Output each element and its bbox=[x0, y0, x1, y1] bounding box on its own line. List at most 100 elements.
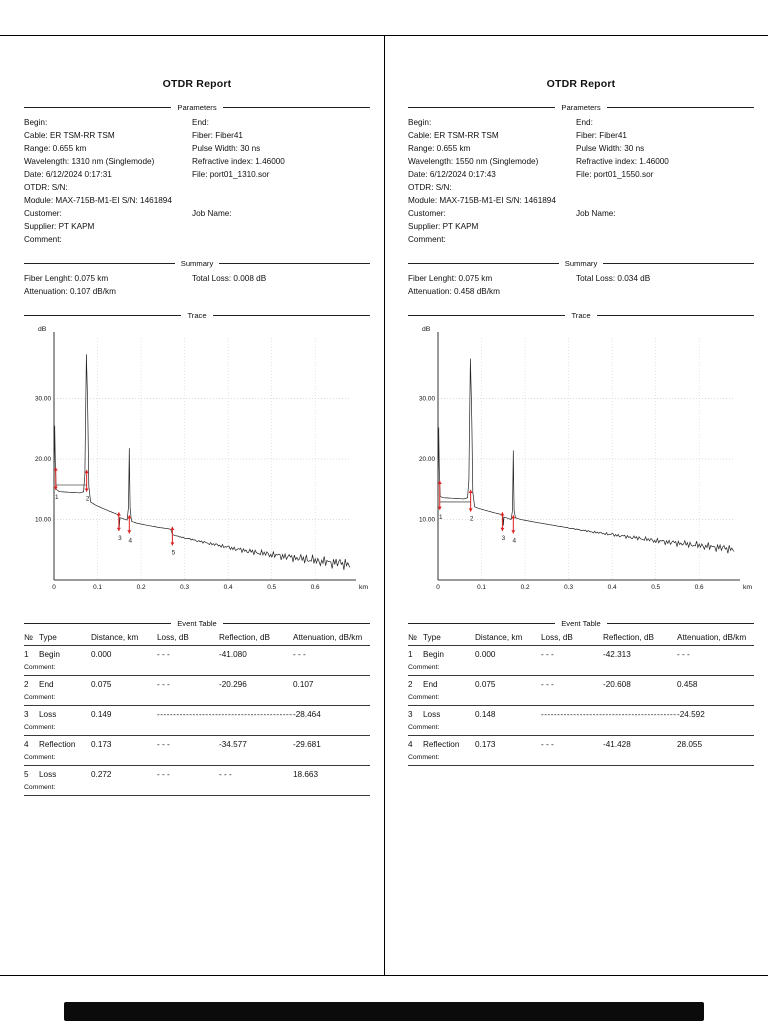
event-comment-label: Comment: bbox=[24, 694, 56, 701]
section-rule bbox=[222, 623, 371, 624]
event-table-header: № Type Distance, km Loss, dB Reflection, dB A… bbox=[24, 630, 370, 645]
event-comment-label: Comment: bbox=[24, 664, 56, 671]
event-row: 2 End 0.075 - - - -20.296 0.107 bbox=[24, 676, 370, 692]
section-rule bbox=[606, 623, 755, 624]
event-type: Reflection bbox=[423, 740, 460, 749]
table-rule bbox=[408, 645, 754, 646]
section-rule bbox=[24, 263, 175, 264]
field-row: Fiber Lenght: 0.075 km Total Loss: 0.034 … bbox=[408, 272, 754, 285]
field-left: Range: 0.655 km bbox=[408, 144, 471, 153]
chart-grid bbox=[438, 338, 734, 580]
section-header-summary: Summary bbox=[408, 259, 754, 268]
event-type: End bbox=[423, 680, 438, 689]
svg-text:0.6: 0.6 bbox=[695, 584, 704, 591]
section-rule bbox=[24, 107, 172, 108]
parameters-list: Begin: End: Cable: ER TSM-RR TSM Fiber: Fib… bbox=[24, 116, 370, 246]
field-row: Attenuation: 0.458 dB/km bbox=[408, 285, 754, 298]
field-right bbox=[576, 181, 754, 194]
field-left: Customer: bbox=[24, 209, 62, 218]
field-row: Begin: End: bbox=[408, 116, 754, 129]
field-row: Module: MAX-715B-M1-EI S/N: 1461894 bbox=[408, 194, 754, 207]
table-rule bbox=[24, 765, 370, 766]
section-rule bbox=[408, 315, 566, 316]
event-type: Loss bbox=[39, 710, 57, 719]
otdr-trace-chart-1550: 10.00 20.00 30.00 0 0.1 0.2 0.3 0.4 0.5 0.6 dB km 1 2… bbox=[419, 326, 752, 591]
table-rule bbox=[408, 675, 754, 676]
svg-text:2: 2 bbox=[470, 516, 474, 523]
event-attenuation: -24.592 bbox=[677, 710, 705, 719]
frame-bottom-line bbox=[0, 975, 768, 976]
svg-text:0.3: 0.3 bbox=[564, 584, 573, 591]
section-label: Event Table bbox=[177, 619, 217, 628]
section-rule bbox=[603, 263, 754, 264]
section-rule bbox=[222, 107, 370, 108]
chart-markers: 1 2 3 4 bbox=[437, 480, 517, 544]
svg-text:4: 4 bbox=[129, 537, 133, 544]
field-row: Range: 0.655 km Pulse Width: 30 ns bbox=[408, 142, 754, 155]
section-header-summary: Summary bbox=[24, 259, 370, 268]
event-table-header: № Type Distance, km Loss, dB Reflection, dB A… bbox=[408, 630, 754, 645]
svg-text:km: km bbox=[743, 584, 752, 591]
table-rule bbox=[408, 765, 754, 766]
field-row: OTDR: S/N: bbox=[408, 181, 754, 194]
event-table-header-cell: Type bbox=[423, 633, 441, 642]
event-comment-label: Comment: bbox=[408, 694, 440, 701]
field-left: Cable: ER TSM-RR TSM bbox=[24, 131, 115, 140]
field-row: Cable: ER TSM-RR TSM Fiber: Fiber41 bbox=[408, 129, 754, 142]
event-no: 4 bbox=[24, 740, 29, 749]
field-right bbox=[192, 220, 370, 233]
event-no: 5 bbox=[24, 770, 29, 779]
field-left: Date: 6/12/2024 0:17:31 bbox=[24, 170, 112, 179]
event-comment-label: Comment: bbox=[408, 724, 440, 731]
field-row: Date: 6/12/2024 0:17:43 File: port01_1550… bbox=[408, 168, 754, 181]
section-label: Summary bbox=[564, 259, 598, 268]
field-row: Comment: bbox=[408, 233, 754, 246]
event-dash-fill: ----------------------------------------… bbox=[541, 710, 677, 719]
field-right: Pulse Width: 30 ns bbox=[192, 144, 261, 153]
event-table-header-cell: Loss, dB bbox=[541, 633, 573, 642]
field-right: Fiber: Fiber41 bbox=[576, 131, 627, 140]
field-right: Pulse Width: 30 ns bbox=[576, 144, 645, 153]
event-reflection: - - - bbox=[219, 770, 232, 779]
field-left: Attenuation: 0.107 dB/km bbox=[24, 287, 116, 296]
field-row: Cable: ER TSM-RR TSM Fiber: Fiber41 bbox=[24, 129, 370, 142]
event-table-header-cell: Attenuation, dB/km bbox=[677, 633, 747, 642]
field-right bbox=[576, 233, 754, 246]
svg-text:0: 0 bbox=[52, 584, 56, 591]
event-attenuation: 0.458 bbox=[677, 680, 698, 689]
field-left: Comment: bbox=[408, 235, 446, 244]
field-row: Begin: End: bbox=[24, 116, 370, 129]
event-table: № Type Distance, km Loss, dB Reflection, dB A… bbox=[24, 630, 370, 796]
svg-text:3: 3 bbox=[502, 535, 506, 542]
event-distance: 0.149 bbox=[91, 710, 112, 719]
svg-text:0.5: 0.5 bbox=[267, 584, 276, 591]
svg-text:dB: dB bbox=[422, 326, 431, 333]
field-row: Customer: Job Name: bbox=[408, 207, 754, 220]
field-right bbox=[192, 233, 370, 246]
field-row: Comment: bbox=[24, 233, 370, 246]
svg-text:20.00: 20.00 bbox=[35, 456, 51, 463]
field-left: Module: MAX-715B-M1-EI S/N: 1461894 bbox=[24, 196, 172, 205]
field-left: Fiber Lenght: 0.075 km bbox=[24, 274, 109, 283]
svg-text:0.6: 0.6 bbox=[311, 584, 320, 591]
event-type: Loss bbox=[423, 710, 441, 719]
table-rule bbox=[24, 645, 370, 646]
section-rule bbox=[408, 623, 556, 624]
field-left: Supplier: PT KAPM bbox=[408, 222, 479, 231]
field-right: File: port01_1310.sor bbox=[192, 170, 270, 179]
svg-text:0.5: 0.5 bbox=[651, 584, 660, 591]
event-table-header-cell: Attenuation, dB/km bbox=[293, 633, 363, 642]
event-row: 4 Reflection 0.173 - - - -41.428 28.055 bbox=[408, 736, 754, 752]
field-right: Total Loss: 0.008 dB bbox=[192, 274, 267, 283]
section-rule bbox=[212, 315, 371, 316]
field-row: Attenuation: 0.107 dB/km bbox=[24, 285, 370, 298]
table-rule bbox=[24, 675, 370, 676]
event-table-header-cell: № bbox=[24, 633, 33, 642]
event-attenuation: 0.107 bbox=[293, 680, 314, 689]
event-row: 4 Reflection 0.173 - - - -34.577 -29.681 bbox=[24, 736, 370, 752]
event-row: 5 Loss 0.272 - - - - - - 18.663 bbox=[24, 766, 370, 782]
event-attenuation: 18.663 bbox=[293, 770, 319, 779]
field-row: Date: 6/12/2024 0:17:31 File: port01_1310… bbox=[24, 168, 370, 181]
field-right: End: bbox=[576, 118, 593, 127]
